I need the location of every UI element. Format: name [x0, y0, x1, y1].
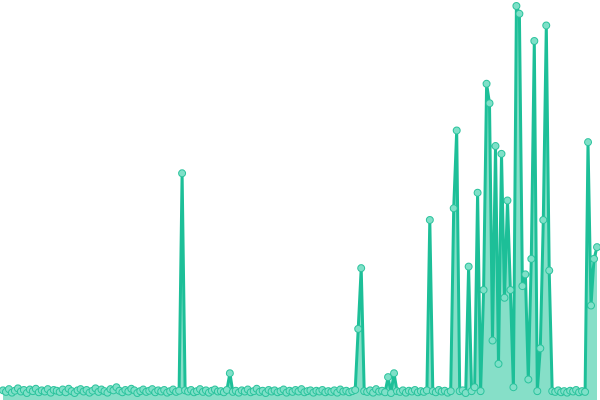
data-point-159: [473, 188, 482, 197]
data-point-118: [351, 385, 360, 394]
data-point-171: [509, 383, 518, 392]
data-point-198: [590, 254, 599, 263]
data-point-173: [515, 9, 524, 18]
data-point-179: [533, 387, 542, 396]
data-point-167: [497, 149, 506, 158]
data-point-169: [503, 196, 512, 205]
data-point-199: [593, 243, 600, 252]
data-point-175: [521, 270, 530, 279]
data-point-181: [539, 215, 548, 224]
data-point-156: [464, 262, 473, 271]
data-point-180: [536, 344, 545, 353]
data-point-177: [527, 254, 536, 263]
data-point-131: [390, 369, 399, 378]
data-point-129: [384, 373, 393, 382]
data-point-168: [500, 293, 509, 302]
data-point-176: [524, 375, 533, 384]
data-point-60: [178, 169, 187, 178]
data-point-174: [518, 282, 527, 291]
data-point-160: [476, 387, 485, 396]
data-point-172: [512, 2, 521, 10]
data-point-152: [452, 126, 461, 135]
data-point-76: [225, 369, 234, 378]
data-point-163: [485, 99, 494, 108]
data-point-182: [542, 21, 551, 30]
data-point-165: [491, 142, 500, 151]
data-point-161: [479, 285, 488, 294]
data-point-143: [425, 215, 434, 224]
data-point-195: [581, 387, 590, 396]
data-point-150: [446, 387, 455, 396]
data-point-197: [587, 301, 596, 310]
data-point-196: [584, 138, 593, 147]
data-point-166: [494, 359, 503, 368]
data-point-162: [482, 79, 491, 88]
data-point-120: [357, 264, 366, 273]
data-point-183: [545, 266, 554, 275]
data-point-164: [488, 336, 497, 345]
data-point-119: [354, 324, 363, 333]
data-point-178: [530, 37, 539, 46]
data-point-151: [449, 204, 458, 213]
data-point-158: [470, 383, 479, 392]
data-point-170: [506, 285, 515, 294]
